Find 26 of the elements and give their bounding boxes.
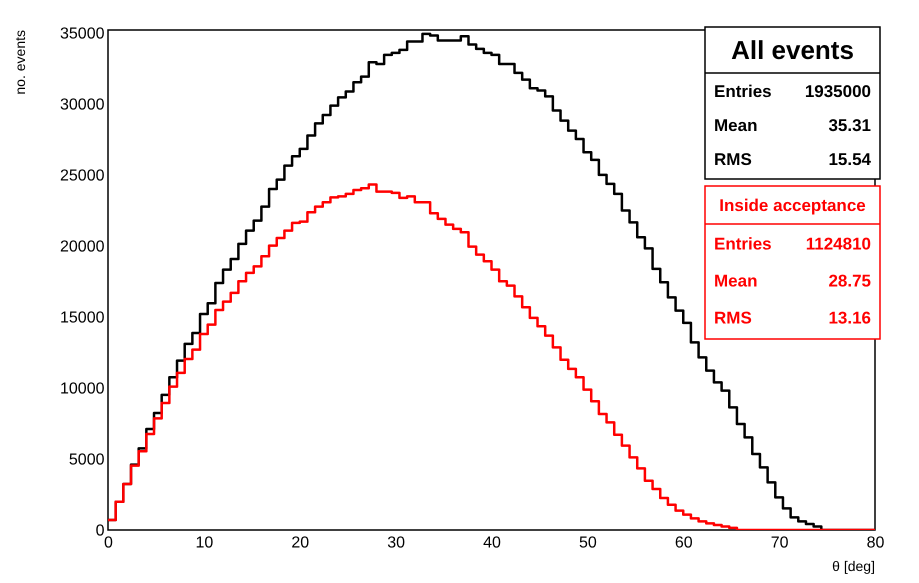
x-tick-label: 80: [866, 534, 884, 552]
text: Entries 1935000: [714, 82, 871, 101]
x-tick-label: 70: [770, 534, 789, 552]
text: Inside acceptance: [719, 196, 866, 215]
y-axis-title: no. events: [12, 30, 28, 95]
y-tick-label: 25000: [60, 167, 105, 184]
y-tick-label: 15000: [60, 309, 105, 326]
x-tick-label: 10: [195, 534, 214, 552]
text: RMS 13.16: [714, 308, 871, 328]
x-tick-label: 60: [674, 534, 693, 552]
x-tick-label: 20: [291, 534, 310, 552]
x-tick-label: 50: [578, 534, 597, 552]
text: Entries 1124810: [714, 234, 871, 254]
y-tick-label: 35000: [60, 25, 105, 42]
y-tick-label: 20000: [60, 238, 105, 256]
y-tick-label: 0: [96, 522, 105, 540]
y-tick-label: 30000: [60, 96, 105, 114]
text: Mean 35.31: [714, 116, 871, 135]
text: All events: [731, 35, 854, 65]
text: RMS 15.54: [714, 150, 871, 169]
x-axis-title: θ [deg]: [832, 558, 875, 574]
y-tick-label: 10000: [60, 380, 105, 398]
x-tick-label: 30: [387, 534, 406, 552]
y-tick-label: 5000: [68, 451, 105, 468]
text: Mean 28.75: [714, 272, 871, 290]
x-tick-label: 40: [483, 534, 501, 552]
